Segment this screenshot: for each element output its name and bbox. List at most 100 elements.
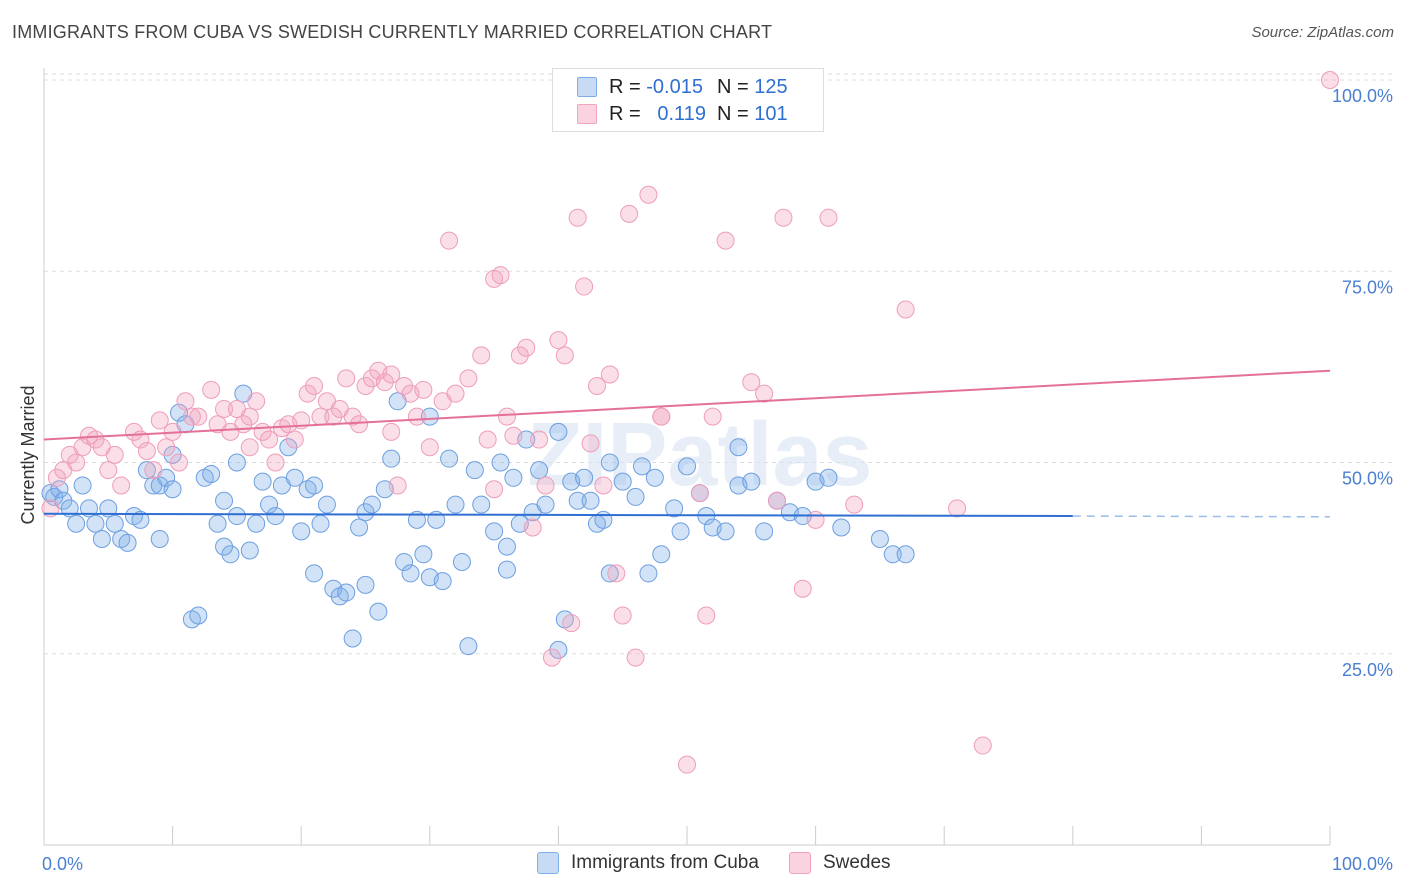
legend-r-label: R = bbox=[609, 75, 647, 98]
data-point bbox=[202, 464, 221, 483]
data-point bbox=[459, 637, 478, 656]
data-point bbox=[189, 407, 208, 426]
data-point bbox=[690, 484, 709, 503]
data-point bbox=[697, 606, 716, 625]
chart-title: IMMIGRANTS FROM CUBA VS SWEDISH CURRENTL… bbox=[12, 22, 773, 42]
data-point bbox=[105, 445, 124, 464]
data-point bbox=[86, 514, 105, 533]
data-point bbox=[131, 510, 150, 529]
legend-r-label: R = bbox=[609, 102, 647, 125]
data-point bbox=[125, 422, 144, 441]
axes bbox=[43, 68, 1331, 846]
data-point bbox=[665, 499, 684, 518]
legend-item-cuba: Immigrants from Cuba bbox=[537, 852, 759, 874]
data-point bbox=[227, 507, 246, 526]
data-point bbox=[80, 499, 99, 518]
data-point bbox=[472, 495, 491, 514]
legend-swatch-swedes bbox=[577, 104, 597, 124]
data-point bbox=[221, 545, 240, 564]
data-point bbox=[266, 453, 285, 472]
data-point bbox=[510, 346, 529, 365]
data-point bbox=[896, 545, 915, 564]
data-point bbox=[317, 495, 336, 514]
data-point bbox=[806, 510, 825, 529]
data-point bbox=[581, 491, 600, 510]
data-point bbox=[536, 476, 555, 495]
data-point bbox=[485, 522, 504, 541]
data-point bbox=[703, 407, 722, 426]
data-point bbox=[388, 476, 407, 495]
data-point bbox=[678, 755, 696, 774]
data-point bbox=[478, 430, 497, 449]
data-point bbox=[562, 614, 581, 633]
data-point bbox=[382, 422, 401, 441]
data-point bbox=[742, 373, 761, 392]
data-point bbox=[517, 338, 536, 357]
data-point bbox=[407, 407, 426, 426]
data-point bbox=[472, 346, 491, 365]
data-point bbox=[774, 208, 793, 227]
y-tick-label: 25.0% bbox=[1342, 660, 1393, 680]
data-point bbox=[883, 545, 902, 564]
data-point bbox=[395, 552, 414, 571]
data-point bbox=[452, 552, 471, 571]
data-point bbox=[678, 457, 696, 476]
x-tick-label: 100.0% bbox=[1332, 854, 1393, 874]
data-point bbox=[440, 231, 459, 250]
data-point bbox=[497, 560, 516, 579]
data-point bbox=[819, 468, 838, 487]
legend-label-cuba: Immigrants from Cuba bbox=[571, 852, 759, 873]
data-point bbox=[755, 522, 774, 541]
data-point bbox=[375, 373, 394, 392]
data-point bbox=[324, 407, 343, 426]
data-point bbox=[176, 392, 195, 411]
data-point bbox=[793, 579, 812, 598]
data-point bbox=[215, 537, 234, 556]
data-point bbox=[266, 507, 285, 526]
data-point bbox=[504, 468, 523, 487]
correlation-legend: R = -0.015 N = 125 R = 0.119 N = 101 bbox=[552, 68, 824, 132]
data-point bbox=[581, 434, 600, 453]
grid-lines bbox=[44, 73, 1395, 655]
data-point bbox=[742, 472, 761, 491]
data-point bbox=[973, 736, 992, 755]
data-point bbox=[86, 430, 105, 449]
legend-row-swedes: R = 0.119 N = 101 bbox=[577, 101, 788, 127]
data-point bbox=[362, 495, 381, 514]
data-point bbox=[729, 438, 748, 457]
data-point bbox=[491, 266, 510, 285]
trend-line-swedes bbox=[43, 369, 1331, 441]
data-point bbox=[497, 537, 516, 556]
data-point bbox=[163, 445, 182, 464]
data-point bbox=[305, 377, 324, 395]
data-point bbox=[279, 438, 298, 457]
data-point bbox=[350, 415, 369, 434]
tick-labels: 25.0% 50.0% 75.0% 100.0% 0.0% 100.0% bbox=[42, 86, 1393, 874]
data-point bbox=[343, 629, 362, 648]
data-point bbox=[305, 564, 324, 583]
data-point bbox=[632, 457, 651, 476]
data-point bbox=[189, 606, 208, 625]
legend-label-swedes: Swedes bbox=[822, 852, 891, 873]
data-point bbox=[645, 468, 664, 487]
data-point bbox=[208, 514, 227, 533]
data-point bbox=[446, 495, 465, 514]
data-point bbox=[99, 499, 118, 518]
data-point bbox=[587, 377, 606, 395]
data-point bbox=[485, 480, 504, 499]
data-point bbox=[845, 495, 864, 514]
data-point bbox=[247, 514, 266, 533]
data-point bbox=[305, 476, 324, 495]
data-point bbox=[671, 522, 690, 541]
data-point bbox=[575, 277, 594, 296]
data-point bbox=[491, 453, 510, 472]
data-point bbox=[600, 365, 619, 384]
trend-line-cuba bbox=[43, 512, 1073, 518]
y-tick-label: 75.0% bbox=[1342, 277, 1393, 297]
watermark: ZIPatlas bbox=[527, 405, 872, 505]
data-point bbox=[420, 438, 439, 457]
data-point bbox=[420, 407, 439, 426]
y-tick-label: 50.0% bbox=[1342, 469, 1393, 489]
data-point bbox=[260, 430, 279, 449]
